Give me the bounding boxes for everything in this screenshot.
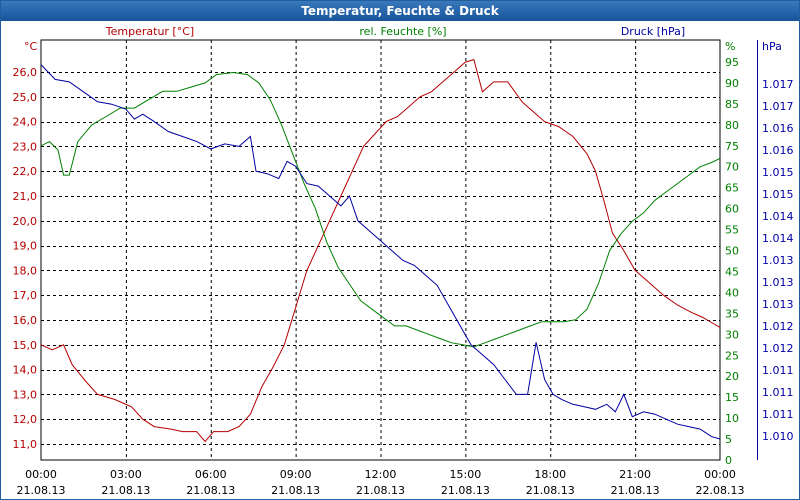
- pressure-tick-label: 1.013: [762, 298, 794, 311]
- temperature-tick-label: 12,0: [13, 413, 38, 426]
- temperature-tick-label: 17,0: [13, 289, 38, 302]
- temperature-tick-label: 16,0: [13, 314, 38, 327]
- humidity-axis-title: rel. Feuchte [%]: [359, 25, 446, 38]
- temperature-tick-label: 26,0: [13, 66, 38, 79]
- temperature-tick-label: 24,0: [13, 116, 38, 129]
- humidity-tick-label: 30: [725, 328, 739, 341]
- temperature-tick-label: 19,0: [13, 240, 38, 253]
- x-tick-date: 22.08.13: [696, 484, 745, 497]
- temperature-tick-label: 18,0: [13, 264, 38, 277]
- pressure-tick-label: 1.011: [762, 408, 794, 421]
- temperature-tick-label: 20,0: [13, 215, 38, 228]
- temperature-tick-label: 22,0: [13, 165, 38, 178]
- humidity-tick-label: 80: [725, 119, 739, 132]
- pressure-axis-title: Druck [hPa]: [621, 25, 685, 38]
- temperature-tick-label: 14,0: [13, 364, 38, 377]
- x-tick-time: 18:00: [534, 468, 566, 481]
- x-tick-date: 21.08.13: [271, 484, 320, 497]
- humidity-tick-label: 85: [725, 98, 739, 111]
- pressure-tick-label: 1.017: [762, 78, 794, 91]
- pressure-tick-label: 1.012: [762, 320, 794, 333]
- temperature-tick-label: 15,0: [13, 339, 38, 352]
- pressure-tick-label: 1.013: [762, 254, 794, 267]
- temperature-series-line: [40, 58, 721, 443]
- humidity-tick-label: 0: [725, 454, 732, 467]
- humidity-tick-label: 65: [725, 182, 739, 195]
- x-tick-date: 21.08.13: [526, 484, 575, 497]
- humidity-tick-label: 40: [725, 286, 739, 299]
- humidity-tick-label: 20: [725, 370, 739, 383]
- x-tick-date: 21.08.13: [441, 484, 490, 497]
- temperature-axis-title: Temperatur [°C]: [105, 25, 194, 38]
- humidity-tick-label: 50: [725, 245, 739, 258]
- pressure-tick-label: 1.011: [762, 386, 794, 399]
- humidity-tick-label: 45: [725, 265, 739, 278]
- humidity-tick-label: 35: [725, 307, 739, 320]
- temperature-unit: °C: [24, 40, 38, 53]
- x-tick-time: 12:00: [365, 468, 397, 481]
- pressure-tick-label: 1.015: [762, 188, 794, 201]
- x-tick-time: 06:00: [195, 468, 227, 481]
- x-tick-time: 21:00: [619, 468, 651, 481]
- temperature-tick-label: 13,0: [13, 388, 38, 401]
- pressure-tick-label: 1.014: [762, 232, 794, 245]
- humidity-tick-label: 70: [725, 161, 739, 174]
- pressure-tick-label: 1.015: [762, 166, 794, 179]
- window-title: Temperatur, Feuchte & Druck: [1, 1, 799, 21]
- temperature-tick-label: 11,0: [13, 438, 38, 451]
- pressure-tick-label: 1.013: [762, 276, 794, 289]
- humidity-tick-label: 10: [725, 412, 739, 425]
- x-tick-date: 21.08.13: [356, 484, 405, 497]
- pressure-tick-label: 1.016: [762, 144, 794, 157]
- pressure-tick-label: 1.016: [762, 122, 794, 135]
- x-tick-date: 21.08.13: [186, 484, 235, 497]
- x-tick-time: 09:00: [280, 468, 312, 481]
- humidity-tick-label: 55: [725, 224, 739, 237]
- humidity-tick-label: 90: [725, 77, 739, 90]
- temperature-tick-label: 25,0: [13, 91, 38, 104]
- temperature-tick-label: 23,0: [13, 140, 38, 153]
- humidity-tick-label: 75: [725, 140, 739, 153]
- humidity-tick-label: 25: [725, 349, 739, 362]
- x-tick-time: 15:00: [450, 468, 482, 481]
- humidity-unit: %: [725, 40, 735, 53]
- pressure-tick-label: 1.017: [762, 100, 794, 113]
- x-tick-time: 00:00: [704, 468, 736, 481]
- pressure-tick-label: 1.014: [762, 210, 794, 223]
- pressure-tick-label: 1.010: [762, 430, 794, 443]
- humidity-tick-label: 60: [725, 203, 739, 216]
- humidity-tick-label: 95: [725, 56, 739, 69]
- x-tick-time: 03:00: [110, 468, 142, 481]
- pressure-tick-label: 1.012: [762, 342, 794, 355]
- temperature-tick-label: 21,0: [13, 190, 38, 203]
- humidity-series-line: [40, 71, 721, 348]
- x-tick-time: 00:00: [25, 468, 57, 481]
- humidity-tick-label: 5: [725, 433, 732, 446]
- x-tick-date: 21.08.13: [101, 484, 150, 497]
- x-tick-date: 21.08.13: [17, 484, 66, 497]
- x-tick-date: 21.08.13: [611, 484, 660, 497]
- humidity-tick-label: 15: [725, 391, 739, 404]
- pressure-unit: hPa: [762, 40, 782, 53]
- pressure-series-line: [40, 64, 721, 440]
- pressure-tick-label: 1.011: [762, 364, 794, 377]
